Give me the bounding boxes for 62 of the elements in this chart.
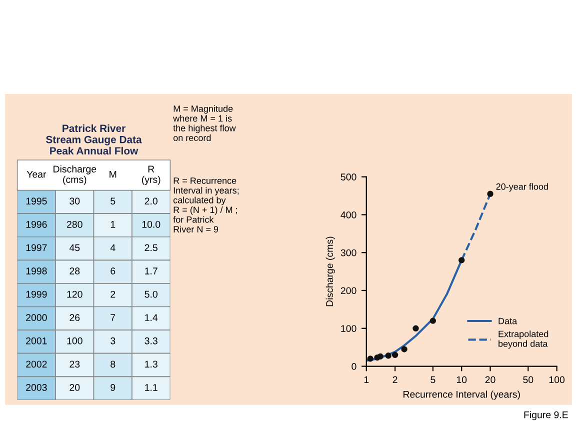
x-axis-title: Recurrence Interval (years) [404,390,520,400]
y-tick-label: 100 [341,325,356,332]
data-label: 6 [110,268,116,274]
x-tick-label: R (yrs) [142,166,160,185]
data-label: 26 [70,314,80,322]
data-label: 280 [67,220,82,228]
data-label: 1.3 [145,360,158,368]
y-tick-label: 2001 [26,337,47,344]
data-label: 9 [110,384,116,391]
y-tick-label: 1998 [26,268,47,274]
y-tick-label: 2002 [26,360,47,368]
annotation: 20-year flood [496,183,548,192]
data-label: 45 [69,244,80,252]
chart-title: Patrick River Stream Gauge Data Peak Annual Flow [46,124,142,155]
data-label: 3.3 [144,337,158,344]
x-tick-label: 10 [456,376,467,384]
x-tick-label: 100 [549,376,565,384]
x-tick-label: 1 [364,376,369,384]
y-tick-label: 0 [352,363,356,370]
y-tick-label: 500 [340,174,356,180]
data-label: 10.0 [142,220,160,228]
y-tick-label: 2000 [26,314,47,322]
data-label: 7 [110,314,116,321]
x-tick-label: 20 [485,376,496,384]
data-label: 3 [110,337,116,344]
text: M = Magnitude where M = 1 is the highest flow on record [173,105,236,142]
data-label: 8 [110,360,116,368]
data-label: 20 [70,384,80,391]
data-label: 1.1 [145,384,158,391]
y-axis-title: Year [26,170,46,178]
y-tick-label: 1995 [26,198,47,205]
y-tick-label: 1996 [26,220,47,228]
y-tick-label: 1997 [26,244,47,252]
data-label: 2 [110,290,116,298]
legend-label: Data [498,318,518,324]
data-label: 1.7 [145,268,158,274]
data-label: 1.4 [145,314,158,321]
data-label: 28 [70,268,80,274]
y-tick-label: 200 [340,287,356,294]
y-tick-label: 400 [340,211,356,218]
x-tick-label: M [110,170,116,178]
data-label: 5.0 [144,290,158,298]
data-label: 120 [67,290,82,298]
data-label: 30 [70,198,80,205]
text: R = Recurrence Interval in years; calculated by R = (N + 1) / M ; for Patrick River N = 9 [173,178,239,232]
data-label: 100 [67,337,82,344]
y-tick-label: 2003 [26,384,47,391]
data-label: 23 [70,360,80,368]
x-tick-label: Discharge (cms) [54,165,96,185]
y-tick-label: 300 [340,249,356,256]
data-label: 4 [110,244,116,252]
data-label: 2.5 [144,244,158,252]
caption: Figure 9.E [524,411,568,420]
data-label: 1 [110,221,116,228]
x-tick-label: 5 [430,376,436,384]
data-label: 5 [110,198,116,205]
y-axis-title: Discharge (cms) [326,236,335,306]
y-tick-label: 1999 [26,290,47,298]
x-tick-label: 50 [523,376,534,384]
legend-label: Extrapolated beyond data [498,330,548,349]
x-tick-label: 2 [392,376,398,384]
data-label: 2.0 [144,198,158,205]
